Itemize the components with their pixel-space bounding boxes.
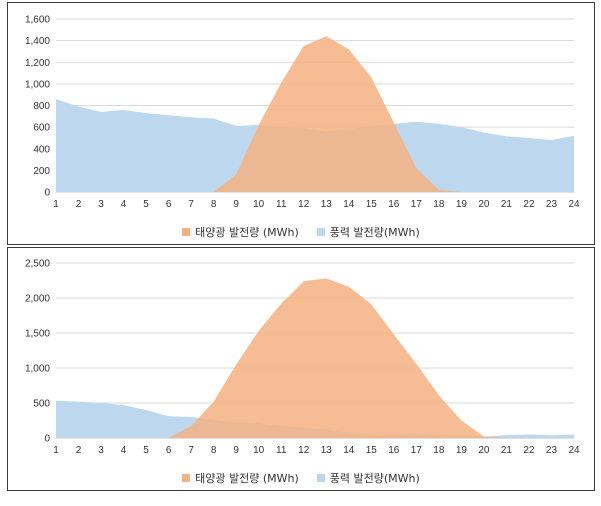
y-tick-label: 800 xyxy=(33,101,50,112)
x-tick-label: 24 xyxy=(568,445,580,456)
x-tick-label: 20 xyxy=(478,199,490,210)
x-tick-label: 11 xyxy=(276,445,287,456)
x-tick-label: 10 xyxy=(253,199,265,210)
legend-label-solar: 태양광 발전량 (MWh) xyxy=(195,226,299,239)
x-tick-label: 17 xyxy=(411,445,423,456)
legend-item-wind: 풍력 발전량(MWh) xyxy=(316,470,420,486)
y-tick-label: 2,000 xyxy=(25,294,50,305)
x-tick-label: 1 xyxy=(53,445,59,456)
legend-swatch-wind xyxy=(316,474,325,482)
x-tick-label: 24 xyxy=(568,199,580,210)
x-tick-label: 18 xyxy=(433,445,445,456)
x-tick-label: 5 xyxy=(143,445,149,456)
x-tick-label: 9 xyxy=(233,199,239,210)
legend-label-wind: 풍력 발전량(MWh) xyxy=(329,472,420,485)
x-tick-label: 3 xyxy=(98,199,104,210)
y-tick-label: 0 xyxy=(44,434,50,445)
x-tick-label: 9 xyxy=(233,445,239,456)
x-tick-label: 15 xyxy=(366,445,378,456)
y-tick-label: 1,500 xyxy=(25,329,50,340)
legend-swatch-solar xyxy=(182,474,191,482)
x-tick-label: 2 xyxy=(76,445,82,456)
wind-area xyxy=(56,400,574,438)
x-tick-label: 13 xyxy=(321,445,333,456)
x-tick-label: 3 xyxy=(98,445,104,456)
y-tick-label: 1,000 xyxy=(25,79,50,90)
x-tick-label: 8 xyxy=(211,199,217,210)
x-tick-label: 17 xyxy=(411,199,423,210)
x-tick-label: 16 xyxy=(388,199,400,210)
legend-item-wind: 풍력 발전량(MWh) xyxy=(316,224,420,240)
legend-label-solar: 태양광 발전량 (MWh) xyxy=(195,472,299,485)
y-tick-label: 2,500 xyxy=(25,259,50,270)
x-tick-label: 22 xyxy=(523,445,535,456)
x-tick-label: 14 xyxy=(343,445,355,456)
x-tick-label: 20 xyxy=(478,445,490,456)
x-tick-label: 7 xyxy=(188,445,194,456)
x-tick-label: 12 xyxy=(298,199,310,210)
x-tick-label: 23 xyxy=(546,445,558,456)
x-tick-label: 19 xyxy=(456,199,468,210)
x-tick-label: 10 xyxy=(253,445,265,456)
x-tick-label: 4 xyxy=(121,445,127,456)
x-tick-label: 14 xyxy=(343,199,355,210)
x-tick-label: 12 xyxy=(298,445,310,456)
y-tick-label: 1,200 xyxy=(25,58,50,69)
y-tick-label: 0 xyxy=(44,188,50,199)
solar-area xyxy=(56,36,574,192)
y-tick-label: 400 xyxy=(33,144,50,155)
x-tick-label: 1 xyxy=(53,199,59,210)
x-tick-label: 6 xyxy=(166,199,172,210)
x-tick-label: 22 xyxy=(523,199,535,210)
x-tick-label: 4 xyxy=(121,199,127,210)
x-tick-label: 11 xyxy=(276,199,287,210)
x-tick-label: 15 xyxy=(366,199,378,210)
legend-label-wind: 풍력 발전량(MWh) xyxy=(329,226,420,239)
y-tick-label: 200 xyxy=(33,166,50,177)
legend-top: 태양광 발전량 (MWh) 풍력 발전량(MWh) xyxy=(8,224,594,240)
chart-panel-top: 0 200 400 600 800 1,000 1,200 1,400 1,600 1 2 3 4 5 6 7… xyxy=(7,2,595,245)
x-tick-label: 21 xyxy=(501,199,513,210)
x-tick-label: 19 xyxy=(456,445,468,456)
legend-swatch-solar xyxy=(182,228,191,236)
legend-item-solar: 태양광 발전량 (MWh) xyxy=(182,470,299,486)
x-tick-label: 2 xyxy=(76,199,82,210)
x-tick-label: 7 xyxy=(188,199,194,210)
x-tick-label: 8 xyxy=(211,445,217,456)
legend-bottom: 태양광 발전량 (MWh) 풍력 발전량(MWh) xyxy=(8,470,594,486)
x-tick-label: 6 xyxy=(166,445,172,456)
y-tick-label: 1,000 xyxy=(25,364,50,375)
x-tick-label: 21 xyxy=(501,445,513,456)
legend-item-solar: 태양광 발전량 (MWh) xyxy=(182,224,299,240)
solar-area xyxy=(56,278,574,438)
legend-swatch-wind xyxy=(316,228,325,236)
chart-panel-bottom: 0 500 1,000 1,500 2,000 2,500 1 2 3 4 5 6 7 8 9 10 11 12 1… xyxy=(7,247,595,491)
y-tick-label: 1,400 xyxy=(25,36,50,47)
x-tick-label: 18 xyxy=(433,199,445,210)
y-tick-label: 600 xyxy=(33,123,50,134)
x-tick-label: 23 xyxy=(546,199,558,210)
y-tick-label: 1,600 xyxy=(25,15,50,26)
x-tick-label: 13 xyxy=(321,199,333,210)
y-tick-label: 500 xyxy=(33,399,50,410)
x-tick-label: 16 xyxy=(388,445,400,456)
x-tick-label: 5 xyxy=(143,199,149,210)
